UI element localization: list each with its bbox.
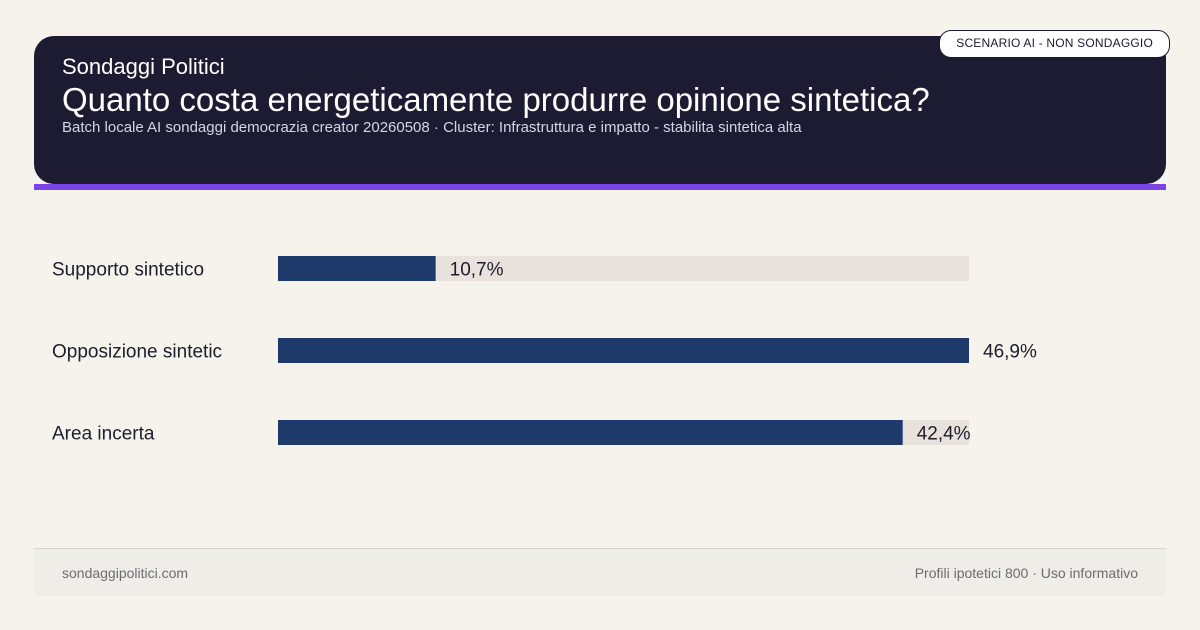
value-label: 46,9% <box>983 342 1037 363</box>
bar <box>278 338 969 363</box>
value-label: 10,7% <box>450 260 504 281</box>
footer: sondaggipolitici.com Profili ipotetici 8… <box>34 548 1166 596</box>
category-label: Supporto sintetico <box>52 260 204 281</box>
category-label: Opposizione sintetic <box>52 342 222 363</box>
scenario-badge: SCENARIO AI - NON SONDAGGIO <box>939 30 1170 58</box>
brand-name: Sondaggi Politici <box>62 54 225 79</box>
bar <box>278 420 903 445</box>
footer-note: Profili ipotetici 800 · Uso informativo <box>914 564 1138 581</box>
value-label: 42,4% <box>917 424 971 445</box>
accent-bar <box>34 184 1166 190</box>
header-card: Sondaggi Politici Quanto costa energetic… <box>34 36 1166 184</box>
page-subtitle: Batch locale AI sondaggi democrazia crea… <box>62 119 802 136</box>
page-title: Quanto costa energeticamente produrre op… <box>62 81 930 118</box>
bar <box>278 256 436 281</box>
bar-chart: Supporto sintetico 10,7% Opposizione sinte… <box>52 256 1037 445</box>
category-label: Area incerta <box>52 424 155 445</box>
footer-site: sondaggipolitici.com <box>62 564 189 581</box>
